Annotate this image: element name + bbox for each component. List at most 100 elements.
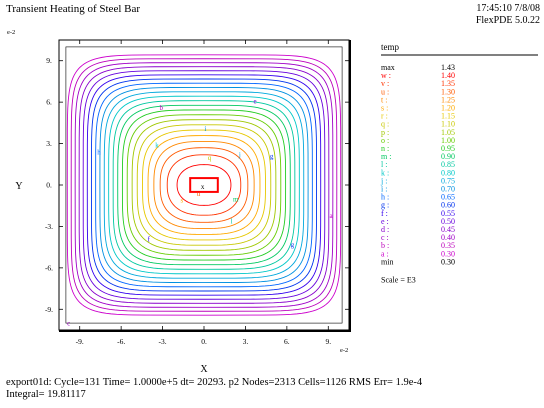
y-tick-label: -6.: [45, 263, 53, 272]
legend-level-key: j :: [380, 176, 387, 185]
legend-level-value: 1.00: [441, 136, 455, 145]
contour-line: [147, 135, 261, 235]
legend-level-key: o :: [381, 136, 389, 145]
legend-level-value: 1.25: [441, 95, 455, 104]
legend-level-key: p :: [381, 128, 389, 137]
legend-scale: Scale = E3: [381, 275, 416, 284]
legend-level-key: w :: [381, 71, 391, 80]
x-tick-label: -3.: [159, 337, 167, 346]
legend-level-value: 0.70: [441, 185, 455, 194]
footer-stats: export01d: Cycle=131 Time= 1.0000e+5 dt=…: [6, 377, 423, 388]
legend-min-value: 0.30: [441, 257, 455, 266]
x-tick-label: -9.: [76, 337, 84, 346]
legend-level-key: b :: [381, 241, 389, 250]
contour-line: [82, 70, 326, 300]
legend-level-key: q :: [381, 120, 389, 129]
legend-level-value: 0.35: [441, 241, 455, 250]
contour-line: [176, 164, 232, 206]
legend-max-label: max: [381, 63, 395, 72]
x-exponent-label: e-2: [340, 347, 348, 354]
y-axis-label: Y: [15, 181, 22, 192]
legend-level-value: 0.80: [441, 168, 455, 177]
contour-label: m: [233, 195, 239, 203]
legend-level-key: m :: [381, 152, 391, 161]
contour-label: i: [204, 125, 206, 133]
contour-label: e: [254, 97, 257, 105]
legend-level-value: 1.30: [441, 87, 455, 96]
legend: temp max 1.43 w : 1.40 v : 1.35 u : 1.30 t : 1.25 s…: [380, 42, 538, 284]
contour-label: u: [197, 190, 201, 198]
x-tick-label: 0.: [201, 337, 207, 346]
contour-line: [66, 54, 342, 316]
contour-line: [103, 91, 305, 279]
contour-labels: a b c e f g g h i j k l m q s ux: [67, 97, 333, 327]
y-tick-label: -3.: [45, 222, 53, 231]
plot-shadow-bottom: [59, 330, 349, 332]
legend-level-value: 0.90: [441, 152, 455, 161]
status-footer: export01d: Cycle=131 Time= 1.0000e+5 dt=…: [6, 377, 422, 401]
legend-level-value: 0.50: [441, 217, 455, 226]
legend-level-key: e :: [381, 217, 389, 226]
legend-level-key: n :: [381, 144, 389, 153]
legend-level-value: 1.15: [441, 112, 455, 121]
legend-level-key: g :: [381, 201, 389, 210]
contour-line: [95, 82, 313, 288]
contour-line: [86, 74, 322, 296]
contour-line: [112, 100, 296, 270]
legend-level-value: 1.20: [441, 104, 455, 113]
contour-line: [142, 129, 266, 241]
legend-level-value: 0.85: [441, 160, 455, 169]
y-tick-label: 3.: [46, 139, 52, 148]
x-tick-label: 6.: [284, 337, 290, 346]
legend-level-value: 1.05: [441, 128, 455, 137]
legend-level-value: 0.60: [441, 201, 455, 210]
contour-label: k: [155, 141, 159, 149]
legend-level-value: 0.55: [441, 209, 455, 218]
y-tick-label: -9.: [45, 305, 53, 314]
contour-line: [136, 124, 272, 246]
y-exponent-label: e-2: [7, 29, 15, 36]
contour-label: s: [181, 197, 184, 205]
domain-layer: [65, 46, 343, 324]
legend-level-key: c :: [381, 233, 389, 242]
legend-level-key: f :: [381, 209, 388, 218]
legend-level-value: 1.10: [441, 120, 455, 129]
contour-label: g: [270, 153, 274, 161]
timestamp: 17:45:10 7/8/08: [476, 3, 540, 14]
legend-variable: temp: [381, 42, 399, 52]
contour-line: [108, 95, 300, 275]
version-label: FlexPDE 5.0.22: [475, 15, 540, 26]
legend-level-value: 0.40: [441, 233, 455, 242]
legend-level-key: s :: [381, 104, 388, 113]
contour-line: [126, 114, 282, 256]
x-tick-label: 9.: [325, 337, 331, 346]
legend-level-value: 0.75: [441, 176, 455, 185]
legend-level-value: 1.35: [441, 79, 455, 88]
contour-line: [166, 154, 242, 216]
legend-level-key: i :: [381, 185, 387, 194]
legend-level-key: a :: [381, 249, 389, 258]
plot-title: Transient Heating of Steel Bar: [6, 3, 141, 15]
legend-level-key: h :: [381, 193, 389, 202]
contour-label: b: [159, 104, 163, 112]
legend-level-value: 0.45: [441, 225, 455, 234]
legend-level-value: 0.65: [441, 193, 455, 202]
legend-level-key: u :: [381, 87, 389, 96]
contour-line: [70, 58, 338, 312]
timestamp-block: 17:45:10 7/8/08 FlexPDE 5.0.22: [476, 3, 540, 27]
contour-label: c: [67, 320, 70, 328]
domain-boundary: [65, 46, 343, 324]
plot-shadow-right: [349, 40, 351, 332]
legend-level-key: r :: [381, 112, 388, 121]
contour-line: [153, 140, 255, 230]
legend-level-key: l :: [381, 160, 387, 169]
contour-label: q: [208, 154, 212, 162]
contour-label: h: [97, 148, 101, 156]
contour-line: [99, 87, 309, 283]
contour-label: j: [238, 151, 241, 159]
legend-level-key: t :: [381, 95, 387, 104]
legend-max-value: 1.43: [441, 63, 455, 72]
contour-label: f: [148, 235, 151, 243]
y-tick-label: 0.: [46, 181, 52, 190]
legend-level-value: 0.30: [441, 249, 455, 258]
